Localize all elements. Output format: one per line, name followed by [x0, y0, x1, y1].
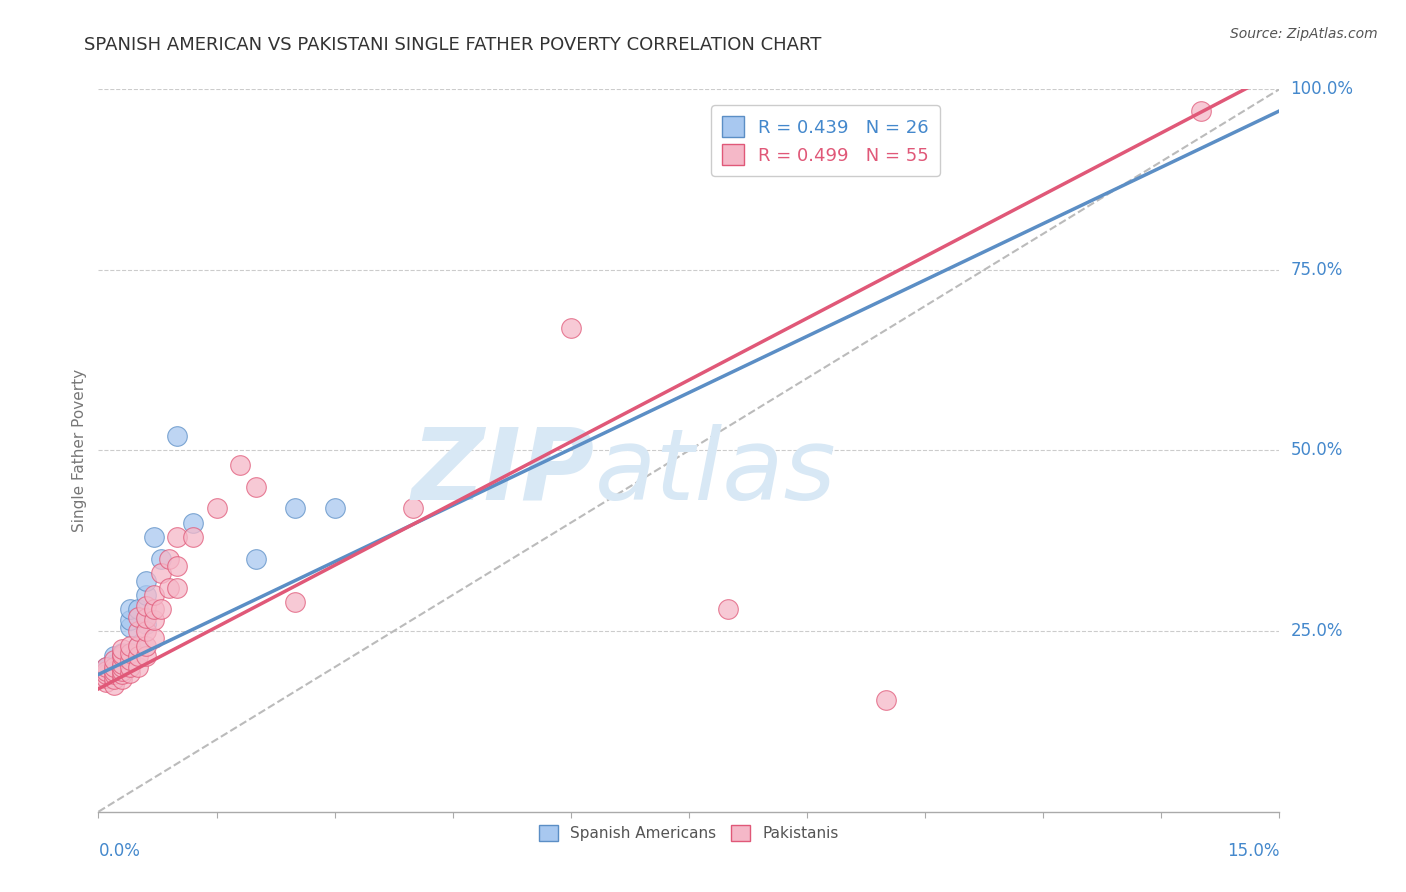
Point [135, 624, 157, 639]
Point [166, 530, 188, 544]
Point [118, 613, 141, 627]
Point [127, 639, 149, 653]
Point [103, 667, 125, 681]
Point [111, 649, 134, 664]
Point [135, 611, 157, 625]
Point [96, 664, 118, 678]
Text: 50.0%: 50.0% [1291, 442, 1343, 459]
Point [96, 674, 118, 689]
Point [205, 501, 228, 516]
Text: 25.0%: 25.0% [1291, 622, 1343, 640]
Point [118, 620, 141, 634]
Point [127, 624, 149, 639]
Legend: Spanish Americans, Pakistanis: Spanish Americans, Pakistanis [533, 819, 845, 847]
Point [118, 639, 141, 653]
Point [103, 657, 125, 671]
Point [284, 501, 307, 516]
Point [245, 480, 267, 494]
Point [96, 671, 118, 685]
Point [111, 660, 134, 674]
Point [111, 642, 134, 657]
Point [150, 602, 173, 616]
Point [181, 530, 204, 544]
Text: SPANISH AMERICAN VS PAKISTANI SINGLE FATHER POVERTY CORRELATION CHART: SPANISH AMERICAN VS PAKISTANI SINGLE FAT… [84, 36, 821, 54]
Point [111, 664, 134, 678]
Point [1189, 103, 1212, 118]
Point [135, 599, 157, 613]
Point [96, 664, 118, 678]
Point [142, 613, 165, 627]
Point [181, 516, 204, 530]
Point [135, 616, 157, 631]
Point [245, 551, 267, 566]
Point [127, 639, 149, 653]
Text: 0.0%: 0.0% [98, 842, 141, 860]
Point [135, 649, 157, 664]
Point [135, 588, 157, 602]
Point [118, 653, 141, 667]
Point [103, 673, 125, 687]
Point [142, 588, 165, 602]
Point [118, 653, 141, 667]
Point [142, 530, 165, 544]
Point [157, 581, 180, 595]
Point [96, 662, 118, 676]
Point [142, 632, 165, 646]
Point [96, 667, 118, 681]
Point [166, 429, 188, 443]
Point [157, 551, 180, 566]
Point [142, 602, 165, 616]
Point [166, 581, 188, 595]
Point [127, 609, 149, 624]
Point [560, 320, 582, 334]
Point [875, 692, 897, 706]
Point [127, 649, 149, 664]
Point [127, 602, 149, 616]
Point [111, 657, 134, 671]
Point [103, 678, 125, 692]
Point [111, 649, 134, 664]
Point [103, 649, 125, 664]
Point [103, 660, 125, 674]
Point [103, 664, 125, 678]
Text: ZIP: ZIP [412, 424, 595, 521]
Point [323, 501, 346, 516]
Point [150, 551, 173, 566]
Point [127, 660, 149, 674]
Text: Source: ZipAtlas.com: Source: ZipAtlas.com [1230, 27, 1378, 41]
Point [111, 664, 134, 678]
Y-axis label: Single Father Poverty: Single Father Poverty [72, 369, 87, 532]
Text: 100.0%: 100.0% [1291, 80, 1354, 98]
Point [118, 602, 141, 616]
Point [118, 660, 141, 674]
Point [284, 595, 307, 609]
Text: 75.0%: 75.0% [1291, 260, 1343, 279]
Text: 15.0%: 15.0% [1227, 842, 1279, 860]
Point [402, 501, 425, 516]
Point [103, 660, 125, 674]
Point [118, 646, 141, 660]
Point [111, 647, 134, 661]
Point [118, 665, 141, 680]
Point [103, 653, 125, 667]
Point [229, 458, 252, 472]
Point [135, 574, 157, 588]
Point [150, 566, 173, 581]
Text: atlas: atlas [595, 424, 837, 521]
Point [166, 559, 188, 574]
Point [96, 660, 118, 674]
Point [111, 646, 134, 660]
Point [135, 639, 157, 653]
Point [111, 667, 134, 681]
Point [111, 657, 134, 671]
Point [111, 673, 134, 687]
Point [717, 602, 740, 616]
Point [96, 660, 118, 674]
